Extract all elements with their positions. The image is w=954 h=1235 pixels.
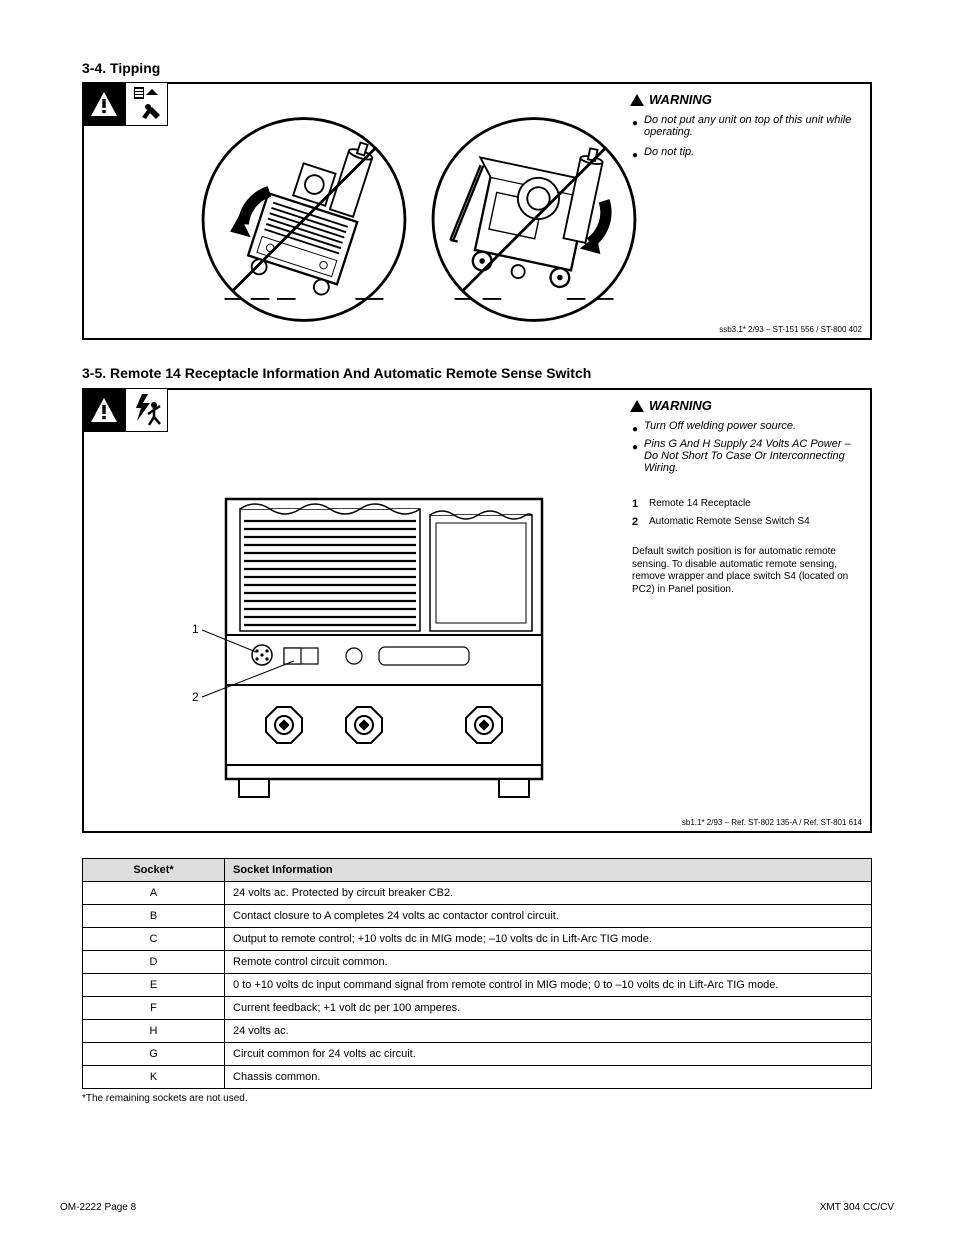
warning-triangle-icon — [83, 389, 125, 431]
table-cell: Circuit common for 24 volts ac circuit. — [225, 1043, 872, 1066]
hazard-icon-block-3-5 — [82, 388, 168, 432]
svg-text:2: 2 — [192, 690, 199, 704]
hazard-icon-block-3-4 — [82, 82, 168, 126]
table-cell: G — [83, 1043, 225, 1066]
bullet-dot: ● — [632, 442, 638, 453]
table-row: E0 to +10 volts dc input command signal … — [83, 974, 872, 997]
table-row: A24 volts ac. Protected by circuit break… — [83, 882, 872, 905]
warning-label-3-5: WARNING — [649, 398, 712, 413]
table-cell: Output to remote control; +10 volts dc i… — [225, 928, 872, 951]
table-cell: B — [83, 905, 225, 928]
callout-1-title: Remote 14 Receptacle — [649, 498, 859, 511]
section-3-5-number: 3-5. — [82, 365, 106, 381]
electric-shock-icon — [125, 389, 167, 431]
table-cell: Remote control circuit common. — [225, 951, 872, 974]
socket-info-table: Socket*Socket InformationA24 volts ac. P… — [82, 858, 872, 1089]
callout-2-num: 2 — [632, 516, 638, 528]
table-cell: 24 volts ac. Protected by circuit breake… — [225, 882, 872, 905]
panel-3-5: WARNING ● Turn Off welding power source.… — [82, 388, 872, 833]
table-row: COutput to remote control; +10 volts dc … — [83, 928, 872, 951]
table-cell: C — [83, 928, 225, 951]
page-root: 3-4. Tipping — [0, 0, 954, 1235]
table-row: DRemote control circuit common. — [83, 951, 872, 974]
bullet-text-3-5-1: Turn Off welding power source. — [644, 420, 796, 432]
svg-text:1: 1 — [192, 622, 199, 636]
footer-right: XMT 304 CC/CV — [820, 1202, 894, 1213]
bullet-3-5-2: ● Pins G And H Supply 24 Volts AC Power … — [632, 438, 862, 474]
section-3-4-text: Tipping — [110, 60, 160, 76]
section-3-4-number: 3-4. — [82, 60, 106, 76]
table-row: FCurrent feedback; +1 volt dc per 100 am… — [83, 997, 872, 1020]
table-cell: A — [83, 882, 225, 905]
table-cell: Chassis common. — [225, 1066, 872, 1089]
bullet-3-4-2: ● Do not tip. — [632, 146, 857, 161]
table-row: BContact closure to A completes 24 volts… — [83, 905, 872, 928]
table-cell: Current feedback; +1 volt dc per 100 amp… — [225, 997, 872, 1020]
bullet-text-3-5-2: Pins G And H Supply 24 Volts AC Power – … — [644, 438, 862, 474]
bullet-3-4-1: ● Do not put any unit on top of this uni… — [632, 114, 857, 138]
section-3-4-title: 3-4. Tipping — [82, 60, 160, 76]
bullet-text-3-4-2: Do not tip. — [644, 146, 694, 158]
bullet-3-5-1: ● Turn Off welding power source. — [632, 420, 862, 435]
table-cell: F — [83, 997, 225, 1020]
bullet-text-3-4-1: Do not put any unit on top of this unit … — [644, 114, 857, 138]
footer-left: OM-2222 Page 8 — [60, 1202, 136, 1213]
table-row: KChassis common. — [83, 1066, 872, 1089]
section-3-5-text: Remote 14 Receptacle Information And Aut… — [110, 365, 591, 381]
table-cell: E — [83, 974, 225, 997]
ref-3-5: sb1.1* 2/93 – Ref. ST-802 135-A / Ref. S… — [682, 818, 862, 827]
section-3-5-title: 3-5. Remote 14 Receptacle Information An… — [82, 365, 591, 381]
table-row: GCircuit common for 24 volts ac circuit. — [83, 1043, 872, 1066]
panel-3-4: WARNING ● Do not put any unit on top of … — [82, 82, 872, 340]
warning-label-3-4: WARNING — [649, 92, 712, 107]
table-row: H24 volts ac. — [83, 1020, 872, 1043]
table-cell: D — [83, 951, 225, 974]
table-header: Socket* — [83, 859, 225, 882]
table-cell: K — [83, 1066, 225, 1089]
socket-table: Socket*Socket InformationA24 volts ac. P… — [82, 858, 872, 1104]
warning-triangle-marker-3-5 — [630, 400, 644, 412]
table-cell: 24 volts ac. — [225, 1020, 872, 1043]
tipping-illustration-1 — [194, 112, 414, 327]
table-cell: Contact closure to A completes 24 volts … — [225, 905, 872, 928]
callout-1-num: 1 — [632, 498, 638, 510]
table-footnote: *The remaining sockets are not used. — [82, 1093, 872, 1104]
ref-3-4: ssb3.1* 2/93 – ST-151 556 / ST-800 402 — [719, 325, 862, 334]
falling-person-icon — [125, 83, 167, 125]
tipping-illustration-2 — [424, 112, 644, 327]
table-header: Socket Information — [225, 859, 872, 882]
bullet-dot: ● — [632, 424, 638, 435]
callout-2-title: Automatic Remote Sense Switch S4 — [649, 516, 859, 529]
table-cell: H — [83, 1020, 225, 1043]
callout-2-body: Default switch position is for automatic… — [632, 546, 864, 596]
warning-triangle-icon — [83, 83, 125, 125]
warning-triangle-marker-3-4 — [630, 94, 644, 106]
table-cell: 0 to +10 volts dc input command signal f… — [225, 974, 872, 997]
machine-front-illustration: 1 2 — [184, 475, 584, 805]
